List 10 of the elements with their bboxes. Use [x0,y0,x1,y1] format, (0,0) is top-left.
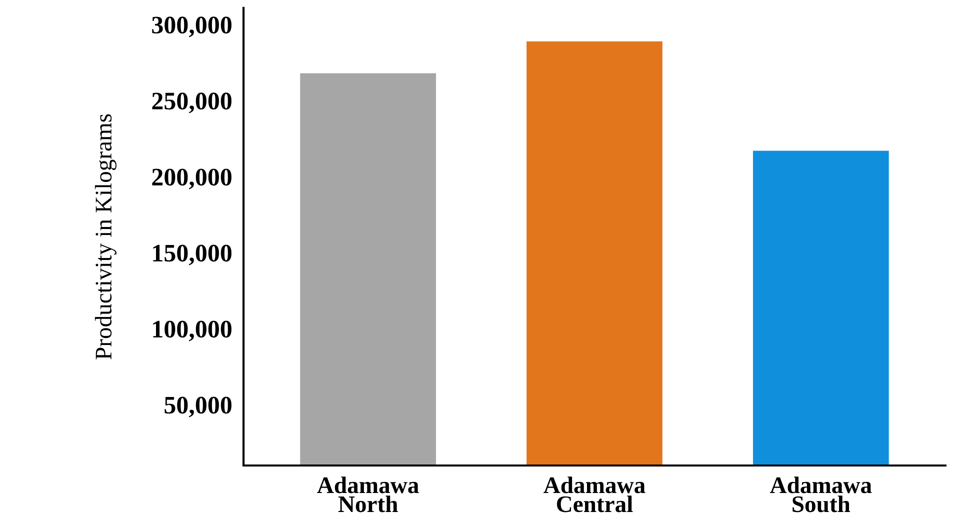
y-tick-label: 150,000 [153,244,232,266]
x-tick-label: Adamawa South [770,476,872,512]
y-axis-title: Productivity in Kilograms [94,114,116,360]
y-tick-label: 250,000 [152,92,232,114]
y-tick-label: 50,000 [164,396,232,418]
y-tick-label: 200,000 [152,168,232,190]
x-tick-label: Adamawa North [317,476,419,512]
x-tick-label: Adamawa Central [544,476,646,512]
y-tick-label: 100,000 [153,320,232,342]
y-tick-label: 300,000 [152,16,232,38]
